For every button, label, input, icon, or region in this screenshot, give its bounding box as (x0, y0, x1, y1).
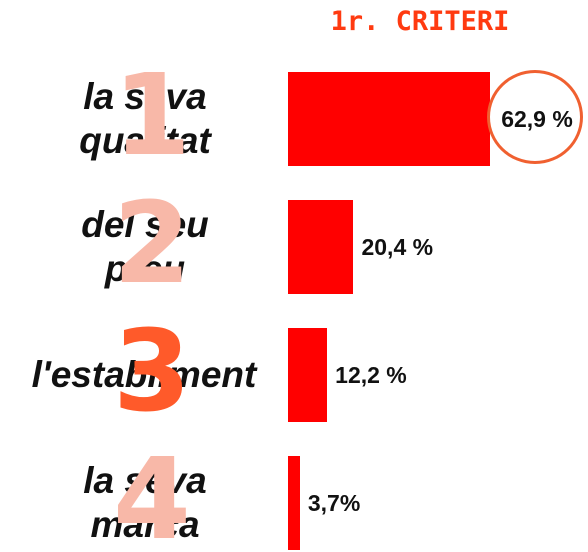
rank-number: 1 (113, 51, 191, 181)
bar (288, 328, 328, 422)
value-label: 12,2 % (335, 362, 407, 388)
rank-number: 2 (113, 179, 191, 309)
category-label: del seu preu (81, 204, 209, 289)
value-label: 20,4 % (361, 234, 434, 260)
highlight-circle (487, 70, 583, 164)
bar (288, 72, 490, 166)
bar (288, 200, 354, 294)
chart-title: 1r. CRITERI (330, 6, 510, 37)
category-label: la seva qualitat (79, 76, 211, 161)
bar (288, 456, 300, 550)
rank-number: 4 (113, 435, 191, 552)
rank-number: 3 (113, 307, 191, 437)
category-label: l'establiment (31, 354, 257, 395)
value-label: 3,7% (307, 490, 361, 516)
category-label: la seva marca (83, 460, 207, 545)
